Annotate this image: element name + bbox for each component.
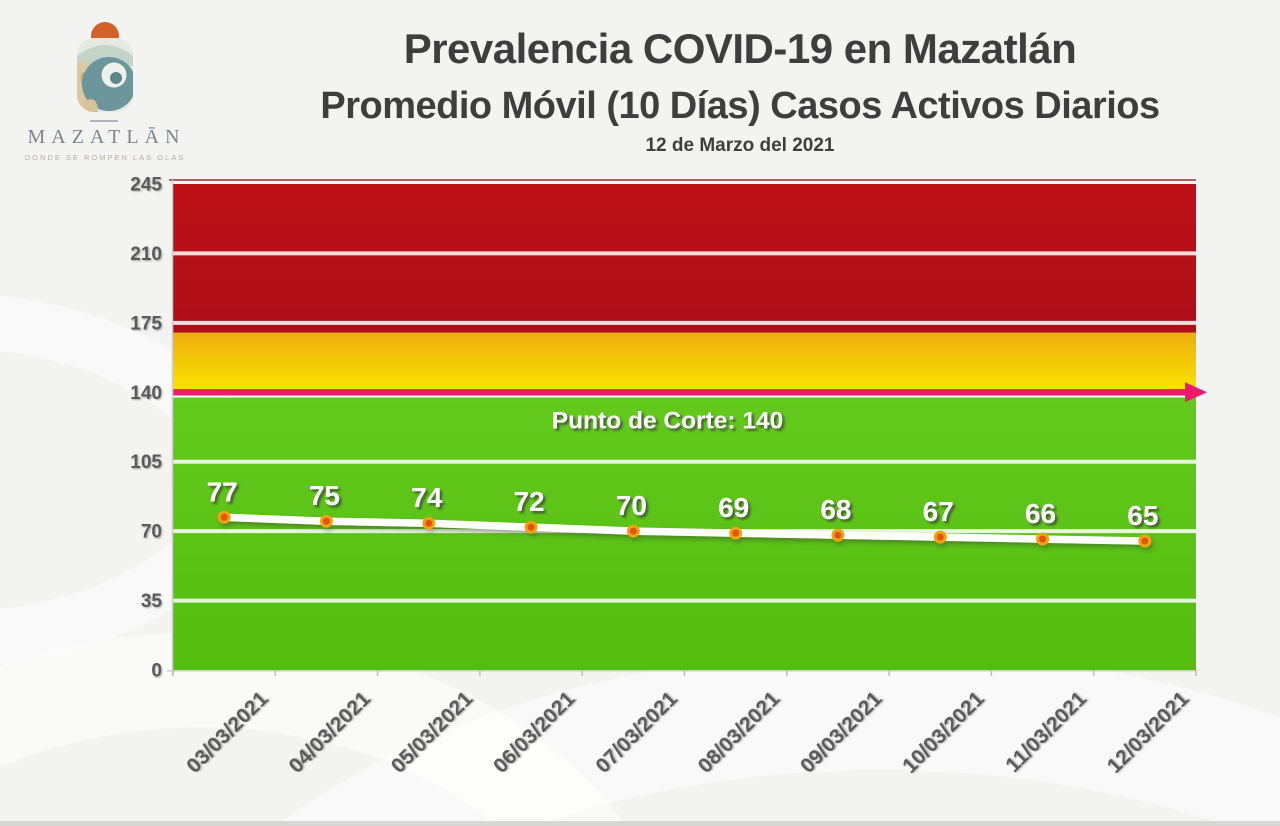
x-tick-label-7: 10/03/2021 xyxy=(898,687,989,778)
data-point-marker-1 xyxy=(319,514,333,528)
y-tick-label-210: 210 xyxy=(130,244,162,265)
cutoff-line xyxy=(173,389,1188,396)
value-label-2: 74 xyxy=(411,482,443,513)
x-tick-label-8: 11/03/2021 xyxy=(1001,687,1091,777)
x-tick-label-1: 04/03/2021 xyxy=(284,687,375,778)
data-point-marker-4 xyxy=(626,524,640,538)
value-label-7: 67 xyxy=(923,496,954,527)
y-tick-label-70: 70 xyxy=(141,522,162,543)
x-tick-label-2: 05/03/2021 xyxy=(387,687,478,778)
data-line xyxy=(220,513,1149,545)
logo-tagline: DONDE SE ROMPEN LAS OLAS xyxy=(24,153,186,162)
data-point-marker-7 xyxy=(933,530,947,544)
y-tick-label-105: 105 xyxy=(130,452,162,473)
x-tick-label-4: 07/03/2021 xyxy=(591,687,682,778)
data-point-marker-6 xyxy=(831,528,845,542)
data-point-marker-5 xyxy=(729,526,743,540)
y-tick-label-35: 35 xyxy=(141,591,163,612)
chart-title: Prevalencia COVID-19 en Mazatlán xyxy=(403,25,1077,72)
data-point-marker-0 xyxy=(217,510,231,524)
zone-yellow xyxy=(173,332,1196,390)
cutoff-underline xyxy=(173,395,1196,398)
y-tick-label-140: 140 xyxy=(130,383,162,404)
data-series xyxy=(217,510,1152,548)
chart-header: Prevalencia COVID-19 en Mazatlán Promedi… xyxy=(215,25,1265,157)
data-point-marker-9 xyxy=(1138,534,1152,548)
data-point-marker-3 xyxy=(524,520,538,534)
chart-subtitle: Promedio Móvil (10 Días) Casos Activos D… xyxy=(320,85,1160,128)
x-tick-label-6: 09/03/2021 xyxy=(796,687,887,778)
x-tick-label-5: 08/03/2021 xyxy=(694,687,785,778)
zone-red xyxy=(173,184,1196,333)
data-point-marker-2 xyxy=(422,516,436,530)
value-label-6: 68 xyxy=(820,494,851,525)
x-tick-label-3: 06/03/2021 xyxy=(489,687,580,778)
value-label-0: 77 xyxy=(207,476,238,507)
y-tick-label-0: 0 xyxy=(151,661,162,682)
value-label-8: 66 xyxy=(1025,498,1056,529)
x-tick-label-0: 03/03/2021 xyxy=(182,687,273,778)
value-label-4: 70 xyxy=(616,490,647,521)
logo-name: MAZATLĀN xyxy=(27,126,186,148)
data-point-marker-8 xyxy=(1036,532,1050,546)
y-tick-label-245: 245 xyxy=(130,175,162,196)
mazatlan-logo: MAZATLĀN DONDE SE ROMPEN LAS OLAS xyxy=(18,8,190,162)
chart-date: 12 de Marzo del 2021 xyxy=(645,134,835,156)
y-tick-label-175: 175 xyxy=(130,313,162,334)
mazatlan-shell-icon xyxy=(77,22,133,122)
x-tick-label-9: 12/03/2021 xyxy=(1103,687,1194,778)
cutoff-label: Punto de Corte: 140 xyxy=(552,407,783,434)
value-label-3: 72 xyxy=(513,486,544,517)
cutoff-arrow-icon xyxy=(1185,382,1207,403)
value-label-1: 75 xyxy=(309,480,340,511)
value-label-5: 69 xyxy=(718,492,749,523)
value-label-9: 65 xyxy=(1127,500,1158,531)
